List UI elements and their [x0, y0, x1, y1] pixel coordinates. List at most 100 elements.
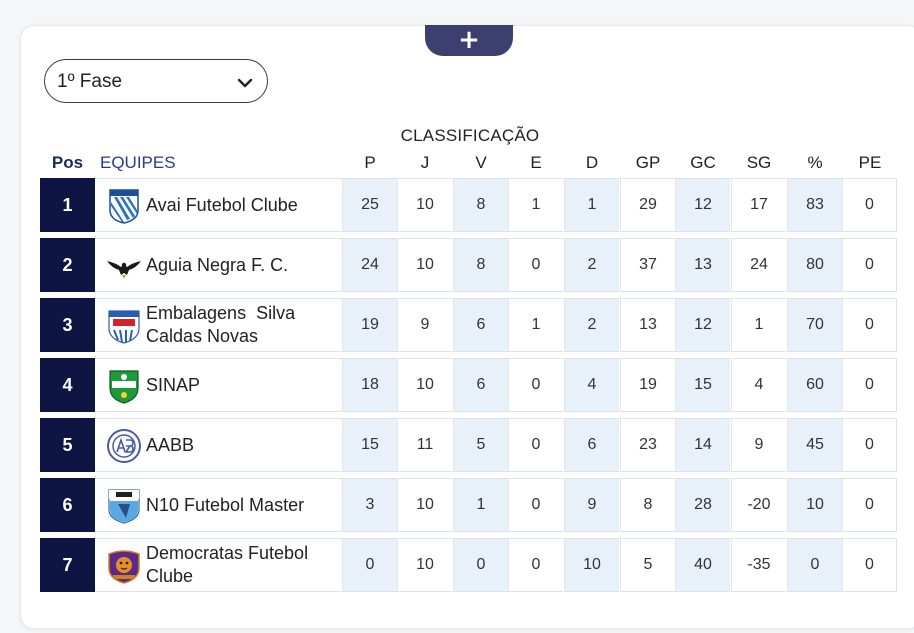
stat-cell-v: 1	[453, 478, 508, 532]
stat-cell-d: 4	[564, 358, 619, 412]
stat-cell-p: 24	[342, 238, 397, 292]
stat-header-9: PE	[858, 153, 882, 172]
table-title: CLASSIFICAÇÃO	[400, 126, 540, 145]
stat-cell-gp: 37	[620, 238, 675, 292]
table-row: 4 SINAP 18 10 6 0 4 19 15 4 60 0	[40, 358, 898, 412]
stat-cell-pct: 60	[787, 358, 842, 412]
stat-header-3: E	[530, 153, 542, 172]
stat-cell-j: 10	[397, 238, 452, 292]
stat-header-0: P	[364, 153, 376, 172]
table-row: 6 N10 Futebol Master 3 10 1 0 9 8 28 -20 10 0	[40, 478, 898, 532]
stat-cell-v: 6	[453, 358, 508, 412]
stat-cell-v: 0	[453, 538, 508, 592]
stat-cell-pe: 0	[842, 538, 897, 592]
stat-cell-j: 10	[397, 478, 452, 532]
position-cell: 2	[40, 238, 95, 292]
stat-cell-j: 10	[397, 358, 452, 412]
table-row: 5 AABB 15 11 5 0 6 23 14 9 45 0	[40, 418, 898, 472]
stat-cell-gc: 13	[675, 238, 730, 292]
team-cell[interactable]: SINAP	[95, 358, 342, 412]
stat-cell-p: 18	[342, 358, 397, 412]
avai-fc-shield-icon	[106, 188, 142, 224]
stat-cell-d: 1	[564, 178, 619, 232]
stat-header-7: SG	[746, 153, 772, 172]
position-cell: 7	[40, 538, 95, 592]
team-name: Embalagens Silva Caldas Novas	[146, 303, 296, 346]
team-name: SINAP	[146, 374, 201, 395]
stat-cell-d: 6	[564, 418, 619, 472]
stat-cell-d: 10	[564, 538, 619, 592]
stat-cell-pct: 83	[787, 178, 842, 232]
stat-cell-e: 0	[508, 418, 563, 472]
aabb-circle-icon	[106, 428, 142, 464]
stat-cell-pct: 10	[787, 478, 842, 532]
stat-cell-e: 0	[508, 358, 563, 412]
team-name: Democratas Futebol Clube	[146, 543, 309, 586]
stat-cell-pe: 0	[842, 478, 897, 532]
team-cell[interactable]: Democratas Futebol Clube	[95, 538, 342, 592]
stat-cell-p: 15	[342, 418, 397, 472]
stat-header-6: GC	[690, 153, 716, 172]
stat-cell-gc: 12	[675, 298, 730, 352]
stat-cell-j: 9	[397, 298, 452, 352]
stat-cell-pe: 0	[842, 178, 897, 232]
stat-cell-j: 10	[397, 178, 452, 232]
stat-cell-gc: 14	[675, 418, 730, 472]
position-cell: 5	[40, 418, 95, 472]
table-row: 3 Embalagens Silva Caldas Novas 19 9 6 1 2 13 12…	[40, 298, 898, 352]
stat-cell-sg: 17	[731, 178, 786, 232]
position-cell: 6	[40, 478, 95, 532]
stat-cell-p: 0	[342, 538, 397, 592]
stat-header-1: J	[420, 153, 430, 172]
stat-header-4: D	[585, 153, 599, 172]
embalagens-shield-icon	[106, 308, 142, 344]
team-cell[interactable]: Avai Futebol Clube	[95, 178, 342, 232]
stat-header-8: %	[807, 153, 823, 172]
stat-cell-e: 0	[508, 538, 563, 592]
chevron-down-icon	[237, 78, 253, 88]
team-cell[interactable]: N10 Futebol Master	[95, 478, 342, 532]
pos-column-header: Pos	[51, 153, 84, 172]
stat-cell-p: 25	[342, 178, 397, 232]
stat-cell-gc: 12	[675, 178, 730, 232]
stat-cell-pe: 0	[842, 238, 897, 292]
stat-cell-gp: 19	[620, 358, 675, 412]
stat-cell-j: 11	[397, 418, 452, 472]
stat-cell-v: 6	[453, 298, 508, 352]
stat-header-5: GP	[635, 153, 661, 172]
team-cell[interactable]: AABB	[95, 418, 342, 472]
stat-cell-gp: 29	[620, 178, 675, 232]
table-row: 1 Avai Futebol Clube 25 10 8 1 1 29 12 17 83 0	[40, 178, 898, 232]
stat-cell-e: 1	[508, 178, 563, 232]
stat-cell-v: 8	[453, 178, 508, 232]
stat-cell-p: 19	[342, 298, 397, 352]
team-cell[interactable]: Aguia Negra F. C.	[95, 238, 342, 292]
table-row: 2 Aguia Negra F. C. 24 10 8 0 2 37 13 24 80 0	[40, 238, 898, 292]
teams-column-header: EQUIPES	[100, 153, 176, 172]
position-cell: 3	[40, 298, 95, 352]
stat-cell-sg: 24	[731, 238, 786, 292]
table-row: 7 Democratas Futebol Clube 0 10 0 0 10 5 40 -35 0 0	[40, 538, 898, 592]
position-cell: 4	[40, 358, 95, 412]
stat-cell-d: 2	[564, 238, 619, 292]
stat-cell-gc: 40	[675, 538, 730, 592]
stat-cell-j: 10	[397, 538, 452, 592]
position-cell: 1	[40, 178, 95, 232]
stat-cell-pe: 0	[842, 298, 897, 352]
stat-cell-gc: 28	[675, 478, 730, 532]
stat-cell-d: 2	[564, 298, 619, 352]
stat-cell-p: 3	[342, 478, 397, 532]
stat-cell-sg: -35	[731, 538, 786, 592]
sinap-shield-icon	[106, 368, 142, 404]
add-button[interactable]: +	[425, 25, 513, 56]
stat-cell-v: 8	[453, 238, 508, 292]
stat-cell-e: 0	[508, 478, 563, 532]
phase-select[interactable]: 1º Fase	[44, 59, 268, 103]
stat-cell-pe: 0	[842, 418, 897, 472]
team-name: Avai Futebol Clube	[146, 194, 298, 215]
stat-cell-sg: 1	[731, 298, 786, 352]
black-eagle-icon	[106, 248, 142, 284]
stat-cell-e: 0	[508, 238, 563, 292]
stat-cell-e: 1	[508, 298, 563, 352]
team-cell[interactable]: Embalagens Silva Caldas Novas	[95, 298, 342, 352]
